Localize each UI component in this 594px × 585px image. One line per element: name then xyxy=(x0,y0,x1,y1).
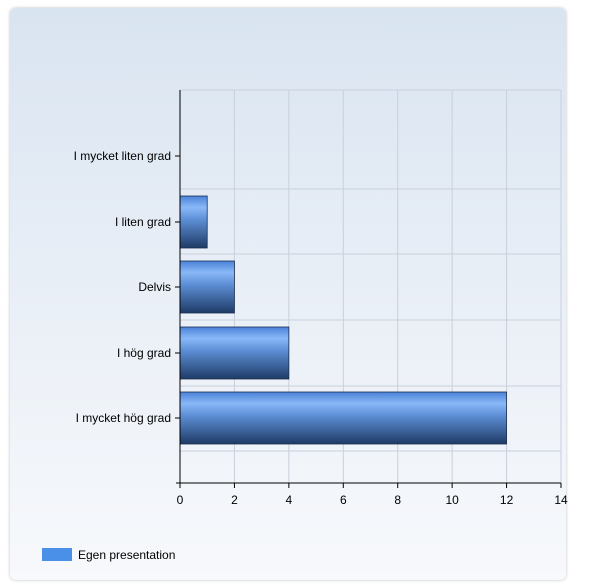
bar xyxy=(179,260,235,314)
grid-lines xyxy=(180,89,562,483)
legend: Egen presentation xyxy=(42,548,175,562)
x-tick-label: 6 xyxy=(340,493,347,507)
chart-panel xyxy=(10,8,566,580)
category-label: I hög grad xyxy=(117,346,171,360)
category-label: I mycket liten grad xyxy=(74,149,171,163)
bar xyxy=(179,391,507,445)
x-tick-label: 2 xyxy=(231,493,238,507)
category-label: I mycket hög grad xyxy=(76,411,171,425)
bar xyxy=(179,195,208,249)
x-tick-label: 0 xyxy=(177,493,184,507)
bars xyxy=(179,195,507,445)
category-label: Delvis xyxy=(138,280,171,294)
x-tick-label: 10 xyxy=(445,493,459,507)
x-tick-label: 4 xyxy=(286,493,293,507)
labels: 0 2 4 6 8 10 12 14 I mycket liten grad I liten gr… xyxy=(74,149,568,507)
x-tick-label: 8 xyxy=(394,493,401,507)
bar xyxy=(179,326,290,380)
axes xyxy=(175,90,562,488)
category-label: I liten grad xyxy=(115,215,171,229)
x-tick-label: 14 xyxy=(554,493,568,507)
legend-label: Egen presentation xyxy=(78,548,175,562)
legend-swatch xyxy=(42,548,72,561)
x-tick-label: 12 xyxy=(500,493,514,507)
